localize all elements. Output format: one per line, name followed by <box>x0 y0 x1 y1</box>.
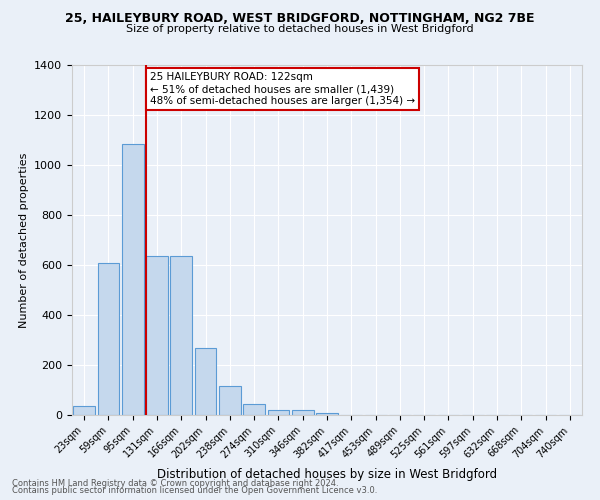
Bar <box>97 262 119 415</box>
X-axis label: Distribution of detached houses by size in West Bridgford: Distribution of detached houses by size … <box>157 468 497 481</box>
Bar <box>219 386 241 415</box>
Bar <box>292 410 314 415</box>
Y-axis label: Number of detached properties: Number of detached properties <box>19 152 29 328</box>
Text: Contains HM Land Registry data © Crown copyright and database right 2024.: Contains HM Land Registry data © Crown c… <box>12 478 338 488</box>
Text: 25, HAILEYBURY ROAD, WEST BRIDGFORD, NOTTINGHAM, NG2 7BE: 25, HAILEYBURY ROAD, WEST BRIDGFORD, NOT… <box>65 12 535 26</box>
Text: Contains public sector information licensed under the Open Government Licence v3: Contains public sector information licen… <box>12 486 377 495</box>
Bar <box>146 256 168 415</box>
Bar <box>170 256 192 415</box>
Bar <box>122 144 143 415</box>
Text: 25 HAILEYBURY ROAD: 122sqm
← 51% of detached houses are smaller (1,439)
48% of s: 25 HAILEYBURY ROAD: 122sqm ← 51% of deta… <box>150 72 415 106</box>
Bar <box>194 348 217 415</box>
Bar <box>316 412 338 415</box>
Bar <box>268 410 289 415</box>
Text: Size of property relative to detached houses in West Bridgford: Size of property relative to detached ho… <box>126 24 474 34</box>
Bar <box>243 404 265 415</box>
Bar <box>73 406 95 415</box>
